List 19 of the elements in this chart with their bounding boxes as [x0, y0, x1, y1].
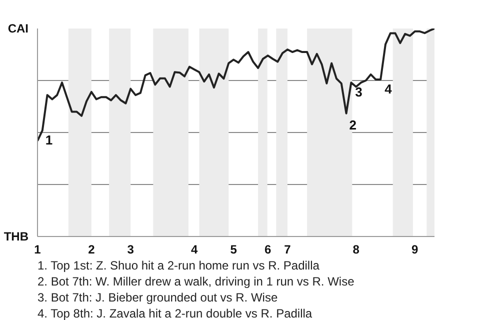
- text: THB: [4, 230, 29, 244]
- x-tick-label: 3: [127, 242, 134, 256]
- text: CAI: [8, 22, 29, 36]
- x-tick-label: 6: [264, 242, 272, 256]
- x-tick-label: 1: [34, 242, 42, 256]
- x-tick-label: 7: [284, 242, 292, 256]
- annotation: 3: [355, 84, 362, 100]
- x-tick-label: 5: [230, 242, 238, 256]
- annotation: 4: [384, 81, 393, 96]
- annotation: 1: [45, 132, 53, 148]
- x-tick-label: 2: [88, 242, 96, 256]
- annotation: 2: [349, 117, 357, 132]
- text: 1. Top 1st: Z. Shuo hit a 2-run home run vs R. Padilla: [38, 258, 320, 272]
- text: 3. Bot 7th: J. Bieber grounded out vs R. Wise: [38, 290, 278, 304]
- text: 2. Bot 7th: W. Miller drew a walk, driving in 1 run vs R. Wise: [38, 274, 355, 288]
- text: 4. Top 8th: J. Zavala hit a 2-run double vs R. Padilla: [38, 306, 312, 320]
- x-tick-label: 9: [412, 242, 419, 256]
- x-tick-label: 4: [191, 242, 198, 256]
- x-tick-label: 8: [352, 242, 360, 256]
